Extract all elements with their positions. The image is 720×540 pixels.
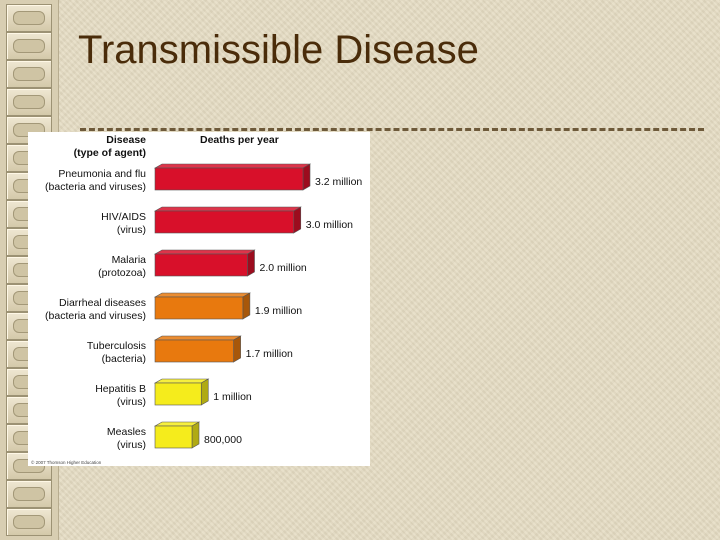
category-label: Measles (107, 426, 146, 438)
bar-side-face (191, 421, 200, 449)
value-label: 3.0 million (306, 219, 353, 231)
binding-ring (6, 480, 52, 508)
category-agent-label: (protozoa) (98, 267, 146, 279)
bar-side-face (247, 249, 255, 277)
bar-top-face (153, 421, 201, 427)
value-label: 1 million (213, 391, 252, 403)
header-disease: Disease (106, 134, 146, 146)
category-agent-label: (bacteria) (102, 353, 146, 365)
binding-ring (6, 4, 52, 32)
header-agent: (type of agent) (74, 147, 146, 159)
bar-side-face (293, 206, 302, 234)
value-label: 3.2 million (315, 176, 362, 188)
binding-ring (6, 60, 52, 88)
category-agent-label: (bacteria and viruses) (45, 310, 146, 322)
image-credit: © 2007 Thomson Higher Education (31, 459, 102, 465)
category-label: Malaria (112, 254, 147, 266)
bar (154, 167, 304, 191)
category-agent-label: (virus) (117, 439, 146, 451)
binding-ring (6, 32, 52, 60)
bar-chart: Disease (type of agent) Deaths per year … (31, 134, 362, 465)
category-agent-label: (bacteria and viruses) (45, 181, 146, 193)
bar-side-face (302, 163, 311, 191)
bar (154, 210, 295, 234)
value-label: 1.9 million (255, 305, 302, 317)
category-label: Hepatitis B (95, 383, 146, 395)
bar-side-face (233, 335, 241, 363)
bar-top-face (153, 335, 242, 341)
category-agent-label: (virus) (117, 396, 146, 408)
title-divider (80, 128, 704, 131)
bar-top-face (153, 249, 256, 255)
bar-side-face (242, 292, 251, 320)
bar (154, 425, 193, 449)
category-label: Pneumonia and flu (58, 168, 146, 180)
category-agent-label: (virus) (117, 224, 146, 236)
value-label: 1.7 million (246, 348, 293, 360)
value-label: 800,000 (204, 434, 242, 446)
value-label: 2.0 million (260, 262, 307, 274)
bar-side-face (200, 378, 209, 406)
bar (154, 382, 202, 406)
category-label: Diarrheal diseases (59, 297, 146, 309)
category-label: Tuberculosis (87, 340, 146, 352)
category-label: HIV/AIDS (101, 211, 146, 223)
bar (154, 253, 248, 277)
slide-title: Transmissible Disease (78, 28, 479, 72)
bar-top-face (153, 378, 210, 384)
binding-ring (6, 508, 52, 536)
bar (154, 296, 244, 320)
bar-top-face (153, 163, 312, 169)
bar-top-face (153, 292, 252, 298)
bar-top-face (153, 206, 302, 212)
header-deaths-per-year: Deaths per year (200, 134, 279, 146)
chart-panel: Disease (type of agent) Deaths per year … (28, 132, 370, 466)
binding-ring (6, 88, 52, 116)
bar (154, 339, 234, 363)
